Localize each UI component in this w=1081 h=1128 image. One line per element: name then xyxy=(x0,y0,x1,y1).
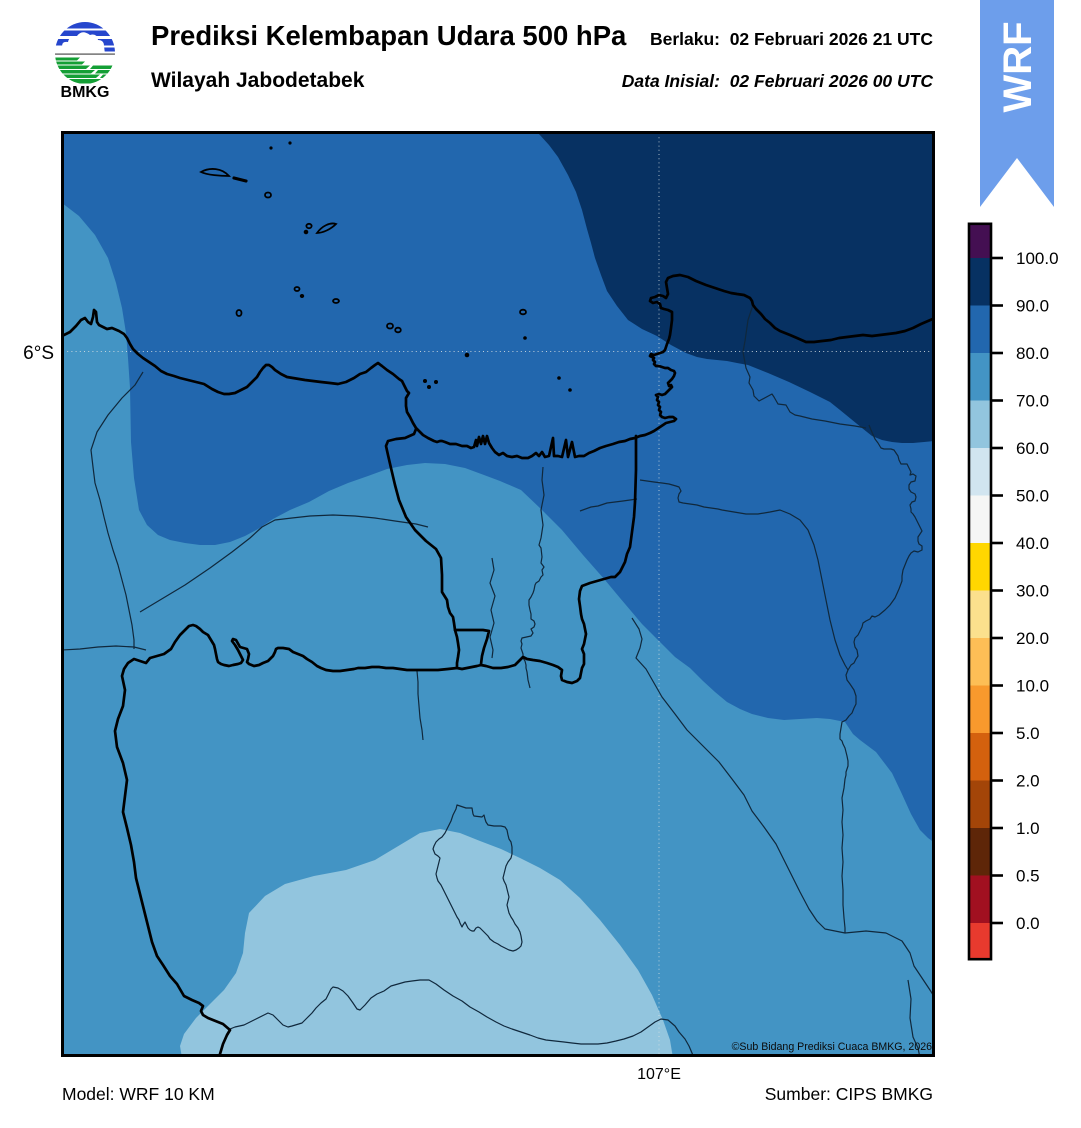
svg-text:40.0: 40.0 xyxy=(1016,534,1049,553)
svg-text:70.0: 70.0 xyxy=(1016,392,1049,411)
svg-text:BMKG: BMKG xyxy=(61,84,110,101)
svg-text:20.0: 20.0 xyxy=(1016,629,1049,648)
svg-text:0.0: 0.0 xyxy=(1016,914,1040,933)
svg-text:60.0: 60.0 xyxy=(1016,439,1049,458)
svg-text:100.0: 100.0 xyxy=(1016,249,1059,268)
svg-text:5.0: 5.0 xyxy=(1016,724,1040,743)
svg-text:WRF: WRF xyxy=(996,21,1040,112)
svg-text:Sumber: CIPS BMKG: Sumber: CIPS BMKG xyxy=(765,1084,933,1104)
svg-text:©Sub Bidang Prediksi Cuaca BMK: ©Sub Bidang Prediksi Cuaca BMKG, 2026 xyxy=(732,1041,932,1053)
svg-text:50.0: 50.0 xyxy=(1016,487,1049,506)
svg-text:30.0: 30.0 xyxy=(1016,582,1049,601)
svg-text:Prediksi Kelembapan Udara 500: Prediksi Kelembapan Udara 500 hPa xyxy=(151,20,627,51)
svg-text:90.0: 90.0 xyxy=(1016,297,1049,316)
svg-text:0.5: 0.5 xyxy=(1016,867,1040,886)
svg-text:Data Inisial: 02 Februari 202: Data Inisial: 02 Februari 2026 00 UTC xyxy=(622,71,934,91)
svg-text:Berlaku: 02 Februari 2026 21: Berlaku: 02 Februari 2026 21 UTC xyxy=(650,29,933,49)
svg-text:80.0: 80.0 xyxy=(1016,344,1049,363)
svg-text:107°E: 107°E xyxy=(637,1066,681,1083)
svg-text:6°S: 6°S xyxy=(23,343,54,364)
svg-text:1.0: 1.0 xyxy=(1016,819,1040,838)
svg-text:Model: WRF 10 KM: Model: WRF 10 KM xyxy=(62,1084,215,1104)
svg-text:10.0: 10.0 xyxy=(1016,677,1049,696)
svg-text:2.0: 2.0 xyxy=(1016,772,1040,791)
svg-text:Wilayah Jabodetabek: Wilayah Jabodetabek xyxy=(151,69,365,92)
